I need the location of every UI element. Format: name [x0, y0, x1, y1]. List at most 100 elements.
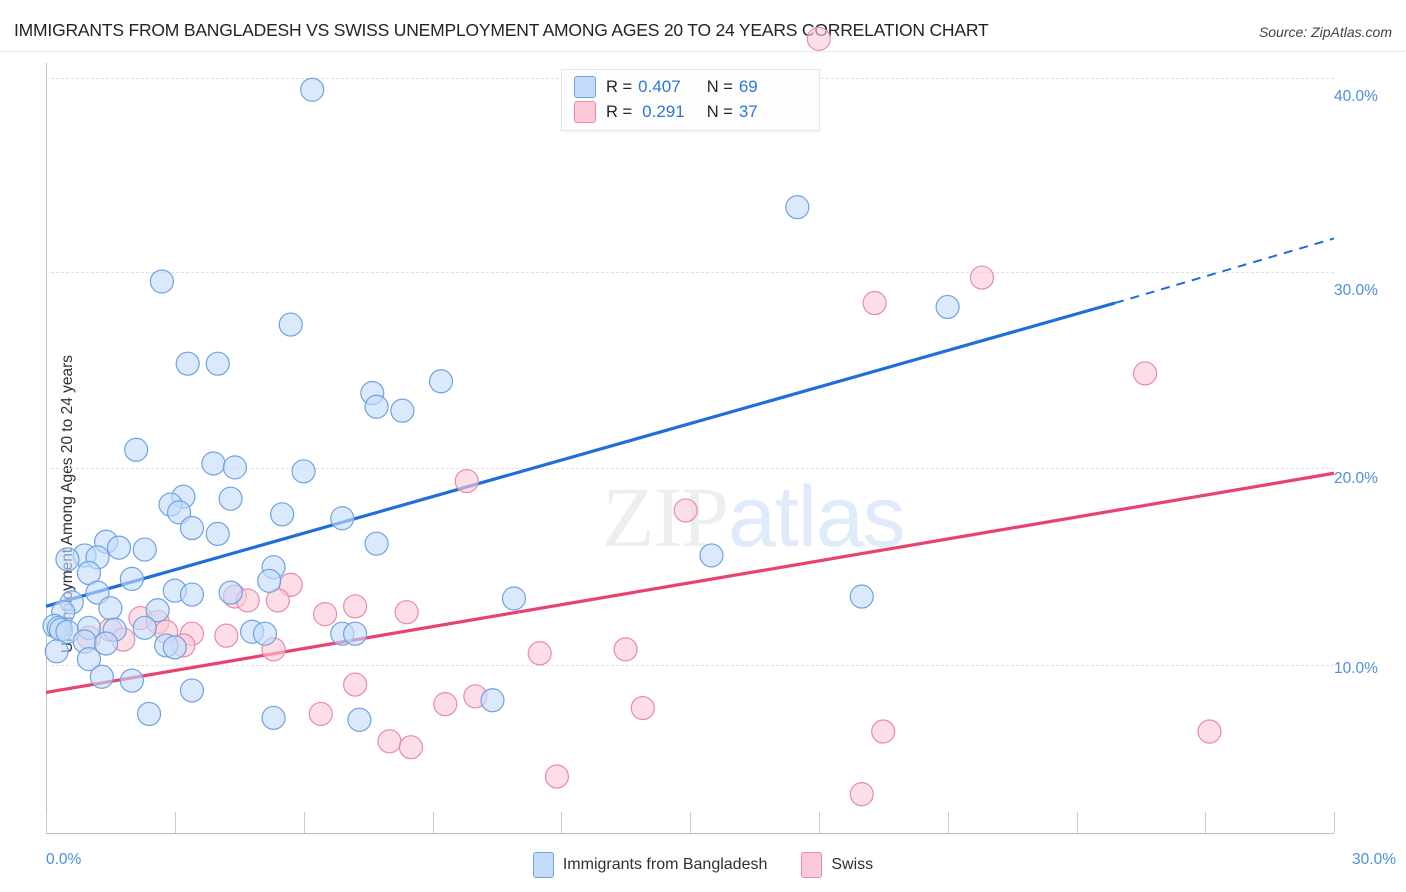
- data-point: [136, 701, 162, 727]
- data-point: [969, 265, 995, 290]
- data-point: [145, 598, 170, 623]
- correlation-legend: R = 0.407 N = 69 R = 0.291 N = 37: [561, 69, 820, 131]
- legend-label-swiss: Swiss: [831, 856, 874, 873]
- data-point: [149, 269, 175, 294]
- data-point: [205, 351, 230, 376]
- x-tick-5: [690, 812, 691, 833]
- y-tick-label-40: 40.0%: [1334, 88, 1378, 105]
- data-point: [433, 692, 458, 717]
- data-point: [270, 502, 295, 527]
- series-legend: Immigrants from Bangladesh Swiss: [0, 848, 1406, 882]
- data-point: [308, 701, 333, 727]
- y-axis-line: [46, 63, 47, 833]
- data-point: [179, 582, 205, 607]
- n-label-swiss: N =: [706, 102, 733, 121]
- data-point: [98, 596, 123, 621]
- data-point: [85, 580, 110, 605]
- data-point: [343, 621, 368, 646]
- y-tick-label-20: 20.0%: [1334, 470, 1378, 487]
- data-point: [55, 547, 80, 572]
- legend-swatch-bangladesh-icon: [532, 852, 554, 878]
- chart-header: IMMIGRANTS FROM BANGLADESH VS SWISS UNEM…: [0, 0, 1406, 52]
- correlation-row-bangladesh: R = 0.407 N = 69: [574, 74, 758, 100]
- data-point: [613, 637, 638, 662]
- data-point: [89, 664, 114, 689]
- data-point: [935, 294, 960, 320]
- legend-label-bangladesh: Immigrants from Bangladesh: [562, 856, 768, 873]
- r-label-swiss: R =: [606, 102, 633, 121]
- data-point: [480, 688, 505, 713]
- y-tick-label-30: 30.0%: [1334, 282, 1378, 299]
- data-point: [364, 394, 389, 419]
- x-tick-9: [1205, 812, 1206, 833]
- x-tick-4: [561, 812, 562, 833]
- data-point: [278, 312, 303, 337]
- data-point: [1197, 719, 1222, 744]
- data-point: [94, 631, 119, 656]
- data-point: [394, 600, 419, 625]
- data-point: [343, 672, 368, 697]
- swatch-bangladesh-icon: [574, 76, 596, 98]
- x-tick-0: [46, 812, 47, 833]
- data-point: [132, 537, 157, 562]
- x-axis-max-label: 30.0%: [1352, 851, 1396, 868]
- data-point: [527, 641, 552, 666]
- data-point: [871, 719, 896, 744]
- gridline-30: [46, 272, 1334, 273]
- data-point: [785, 195, 810, 220]
- gridline-20: [46, 468, 1334, 469]
- x-tick-2: [304, 812, 305, 833]
- x-tick-6: [819, 812, 820, 833]
- data-point: [291, 459, 316, 484]
- data-point: [252, 621, 278, 646]
- data-point: [106, 535, 132, 560]
- swatch-swiss-icon: [574, 101, 596, 123]
- correlation-row-swiss: R = 0.291 N = 37: [574, 99, 758, 125]
- data-point: [166, 500, 192, 525]
- data-point: [179, 678, 205, 703]
- data-point: [849, 782, 874, 807]
- data-point: [343, 594, 368, 619]
- data-point: [428, 369, 454, 394]
- header-divider: [0, 51, 1406, 52]
- x-tick-8: [1077, 812, 1078, 833]
- legend-item-swiss[interactable]: Swiss: [801, 852, 873, 878]
- data-point: [257, 568, 282, 593]
- data-point: [179, 515, 205, 541]
- data-point: [218, 580, 243, 605]
- n-label-bangladesh: N =: [706, 77, 733, 96]
- data-point: [312, 602, 338, 627]
- data-point: [218, 486, 243, 511]
- x-axis-min-label: 0.0%: [46, 851, 82, 868]
- data-point: [398, 735, 424, 760]
- data-point: [119, 668, 144, 693]
- gridline-10: [46, 665, 1334, 666]
- data-point: [214, 623, 239, 648]
- data-point: [544, 764, 570, 789]
- n-value-bangladesh: 69: [738, 77, 758, 96]
- data-point: [300, 77, 325, 102]
- data-point: [390, 398, 415, 423]
- data-point: [76, 647, 102, 672]
- data-point: [162, 635, 187, 660]
- data-point: [124, 437, 149, 462]
- data-point: [44, 639, 69, 664]
- data-point: [501, 586, 527, 611]
- data-point: [1132, 361, 1158, 386]
- x-axis-line: [46, 833, 1334, 834]
- legend-item-bangladesh[interactable]: Immigrants from Bangladesh: [532, 852, 768, 878]
- page-title: IMMIGRANTS FROM BANGLADESH VS SWISS UNEM…: [14, 20, 989, 40]
- y-tick-label-10: 10.0%: [1334, 660, 1378, 677]
- data-point: [347, 707, 372, 732]
- x-tick-10: [1334, 812, 1335, 833]
- data-point: [454, 468, 479, 494]
- legend-swatch-swiss-icon: [801, 852, 823, 878]
- data-point: [849, 584, 874, 609]
- data-point: [119, 566, 144, 592]
- data-point: [806, 26, 831, 51]
- data-point: [630, 695, 655, 721]
- data-point: [132, 615, 157, 640]
- source-attribution: Source: ZipAtlas.com: [1258, 24, 1392, 40]
- data-point: [673, 498, 698, 523]
